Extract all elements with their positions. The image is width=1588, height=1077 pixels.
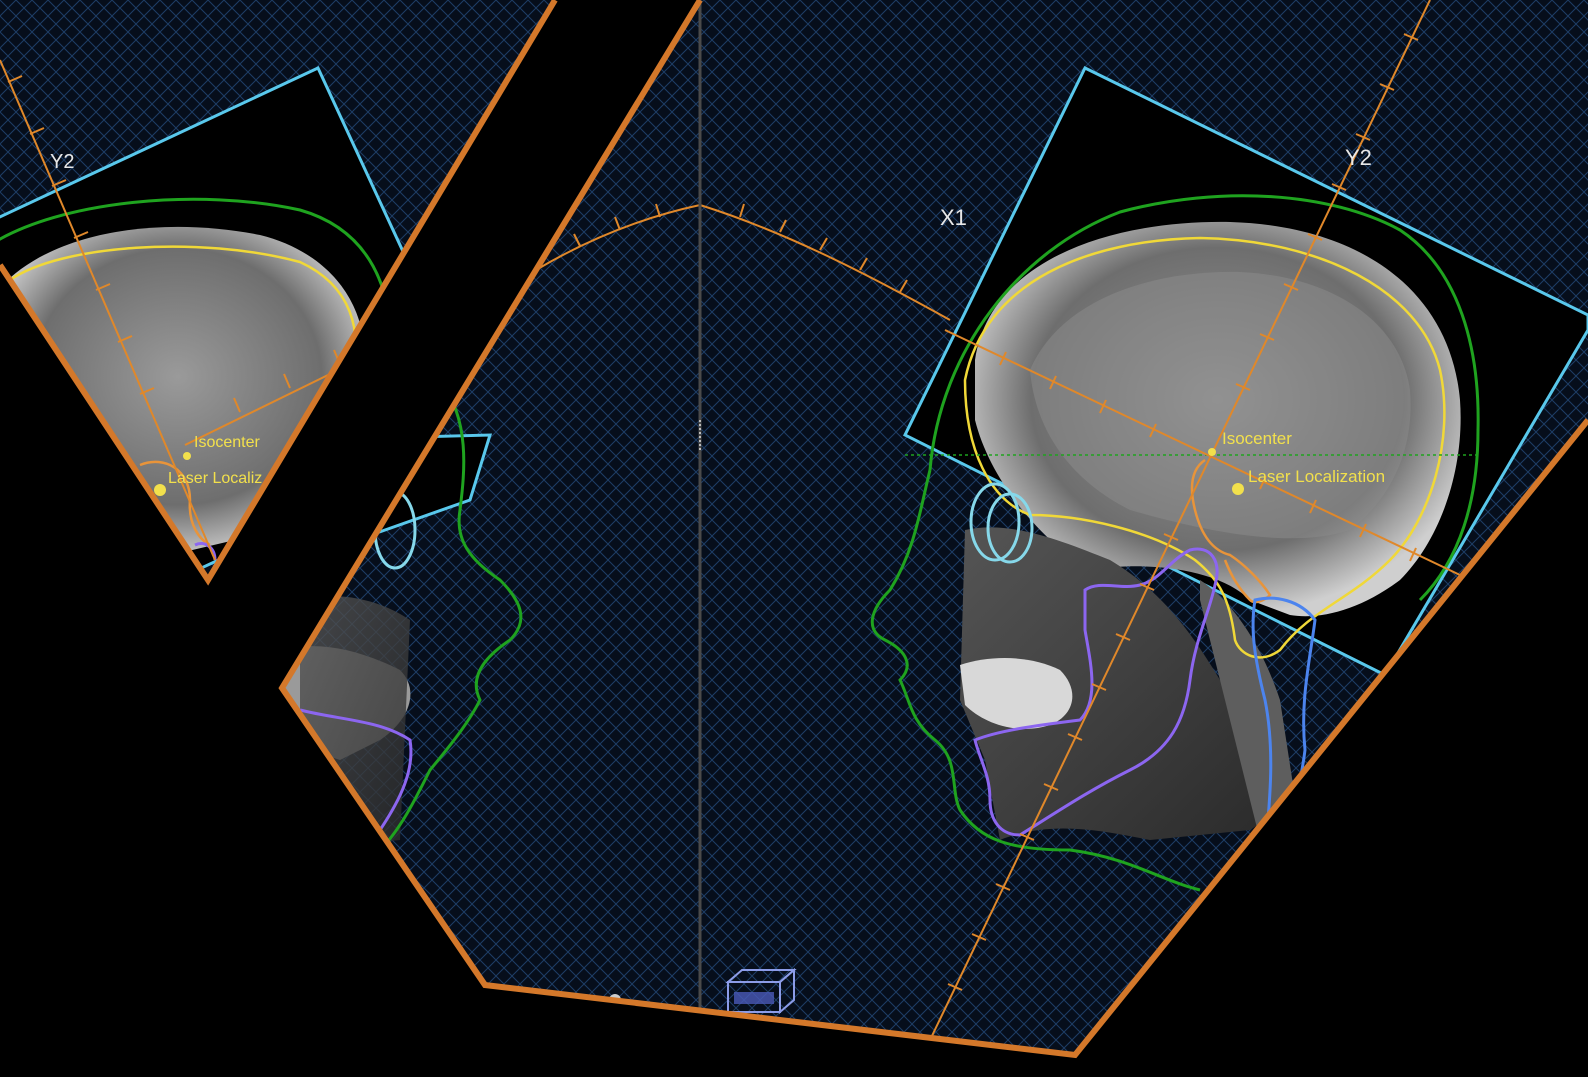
left-crosshair-vertical	[0, 59, 216, 561]
right-jaw-label-x1: X1	[940, 205, 967, 230]
middle-mandible-contour	[299, 708, 413, 831]
left-skull-image	[0, 226, 366, 560]
right-mandible-contour	[973, 547, 1219, 837]
right-laser-marker[interactable]	[1232, 483, 1244, 495]
right-laser-label: Laser Localization	[1248, 467, 1385, 486]
middle-body-contour	[378, 379, 523, 852]
left-laser-label: Laser Localiz	[168, 470, 262, 487]
3d-box-icon[interactable]	[725, 967, 797, 1015]
right-brainstem-contour	[1190, 458, 1272, 604]
left-isocenter-marker[interactable]	[183, 452, 191, 460]
left-isocenter-label: Isocenter	[194, 434, 260, 451]
right-crosshair-vertical	[929, 0, 1431, 1041]
right-eye-contour-1	[969, 482, 1021, 562]
left-crosshair-ticks	[7, 75, 341, 413]
right-brain-contour	[963, 236, 1446, 659]
right-crosshair-horizontal	[944, 329, 1461, 576]
right-isocenter-marker[interactable]	[1208, 448, 1216, 456]
right-jaw-label-y2: Y2	[1345, 145, 1372, 170]
left-laser-marker[interactable]	[154, 484, 166, 496]
main-view-border	[278, 0, 1588, 1059]
left-view-border	[0, 0, 558, 586]
left-brain-contour	[9, 245, 357, 381]
left-jaw-label-y2: Y2	[50, 151, 74, 173]
right-crosshair-ticks	[947, 33, 1419, 991]
right-eye-contour-2	[986, 492, 1034, 564]
right-body-contour	[870, 194, 1480, 892]
right-isocenter-label: Isocenter	[1222, 429, 1292, 448]
